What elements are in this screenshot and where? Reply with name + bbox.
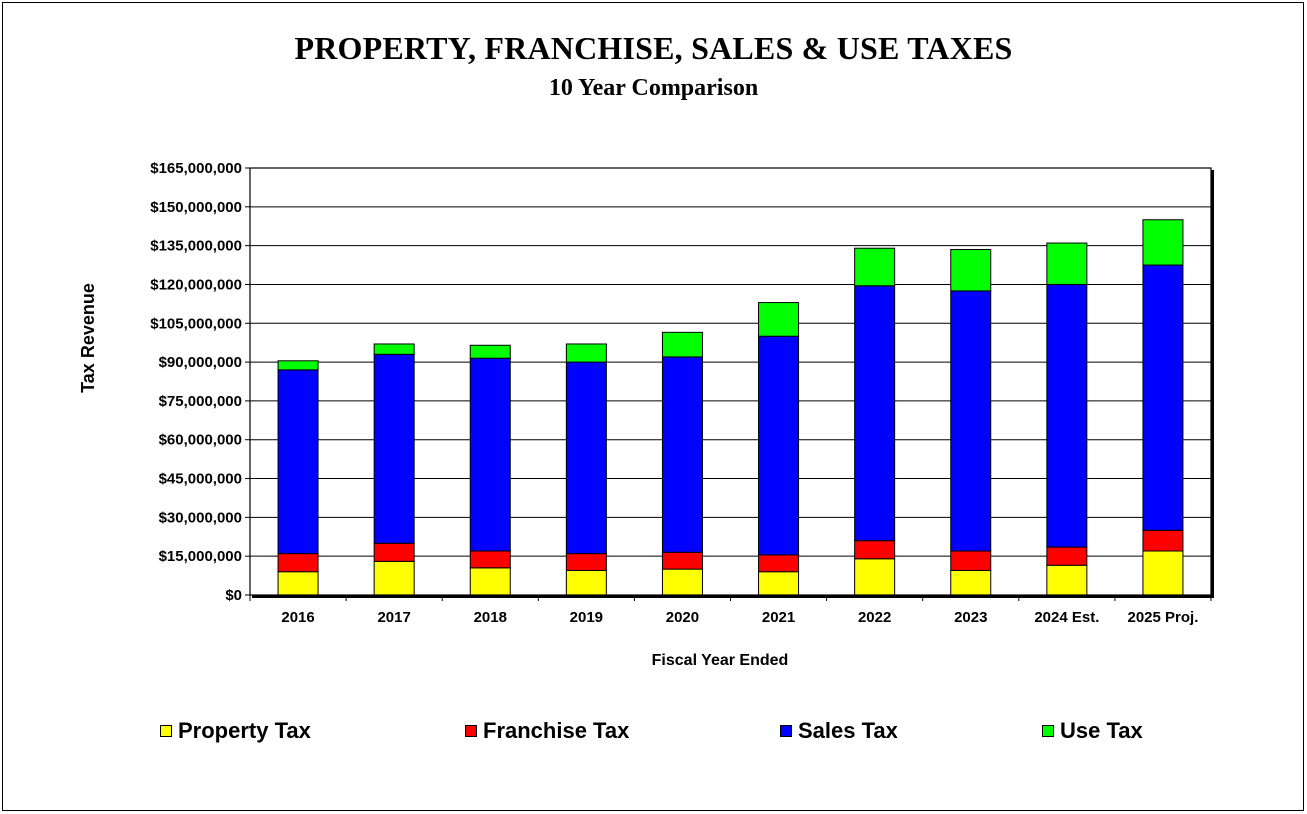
legend-swatch [1042,725,1054,737]
x-tick-label: 2020 [666,609,699,626]
axes [245,167,1214,601]
tick-labels: $0 $15,000,000 $30,000,000 $45,000,000 $60,0… [150,160,1198,626]
y-tick-label: $15,000,000 [159,548,242,565]
bar-segment [854,558,896,596]
x-axis-title: Fiscal Year Ended [652,652,789,669]
legend-item: Sales Tax [780,718,898,744]
y-tick-label: $90,000,000 [159,354,242,371]
bar-segment [373,560,415,596]
legend-label: Franchise Tax [483,718,630,743]
bar-segment [469,344,511,359]
bar-segment [661,568,703,596]
bar-segment [758,302,800,337]
x-tick-label: 2017 [377,609,410,626]
legend-swatch [780,725,792,737]
x-tick-label: 2019 [570,609,603,626]
y-tick-label: $150,000,000 [150,199,242,216]
bar-stack [277,360,319,596]
bar-segment [1046,564,1088,596]
bar-segment [1046,283,1088,548]
bar-stack [469,344,511,596]
y-tick-label: $120,000,000 [150,276,242,293]
legend-label: Sales Tax [798,718,898,743]
bar-segment [277,369,319,555]
legend-item: Franchise Tax [465,718,629,744]
x-tick-label: 2021 [762,609,795,626]
bar-segment [950,249,992,292]
bar-segment [661,331,703,358]
bar-stack [1046,242,1088,596]
bar-segment [277,360,319,371]
bar-stack [565,343,607,596]
y-tick-label: $0 [225,587,242,604]
bar-segment [373,353,415,544]
y-tick-label: $75,000,000 [159,393,242,410]
legend-item: Use Tax [1042,718,1143,744]
x-tick-label: 2023 [954,609,987,626]
legend-swatch [160,725,172,737]
y-axis-title: Tax Revenue [78,283,98,393]
bar-segment [1046,546,1088,566]
y-tick-label: $105,000,000 [150,315,242,332]
bar-segment [1142,529,1184,552]
bar-segment [950,550,992,571]
bar-stack [373,343,415,596]
bar-segment [469,567,511,596]
bar-stack [1142,219,1184,596]
bar-segment [373,343,415,355]
bar-segment [565,343,607,363]
bar-segment [758,335,800,556]
legend-swatch [465,725,477,737]
bar-segment [661,551,703,570]
bar-segment [854,285,896,542]
bar-segment [661,356,703,553]
bar-stack [950,249,992,596]
bar-segment [950,569,992,596]
bar-segment [758,554,800,573]
legend-item: Property Tax [160,718,311,744]
y-tick-label: $135,000,000 [150,238,242,255]
bar-segment [373,542,415,562]
legend-label: Use Tax [1060,718,1143,743]
bar-segment [1142,550,1184,596]
bar-segment [854,247,896,287]
y-tick-label: $60,000,000 [159,432,242,449]
bar-stack [758,302,800,596]
chart-subtitle: 10 Year Comparison [548,75,759,101]
bar-stacks [277,219,1184,596]
bar-segment [469,357,511,552]
legend-label: Property Tax [178,718,311,743]
bar-segment [1142,219,1184,266]
bar-stack [661,331,703,596]
y-tick-label: $30,000,000 [159,509,242,526]
x-tick-label: 2016 [281,609,314,626]
bar-segment [277,553,319,573]
x-tick-label: 2022 [858,609,891,626]
bar-segment [565,361,607,555]
bar-segment [565,553,607,571]
x-tick-label: 2025 Proj. [1128,609,1199,626]
y-tick-label: $45,000,000 [159,471,242,488]
bar-segment [565,569,607,596]
bar-segment [277,571,319,596]
bar-segment [469,550,511,569]
bar-segment [854,540,896,560]
y-tick-label: $165,000,000 [150,160,242,177]
x-tick-label: 2018 [474,609,507,626]
x-tick-label: 2024 Est. [1034,609,1099,626]
bar-segment [758,571,800,596]
bar-segment [950,290,992,552]
legend: Property Tax Franchise Tax Sales Tax Use Ta… [0,718,1307,748]
chart-title: PROPERTY, FRANCHISE, SALES & USE TAXES [294,30,1013,66]
bar-stack [854,247,896,596]
bar-segment [1142,264,1184,531]
bar-segment [1046,242,1088,285]
